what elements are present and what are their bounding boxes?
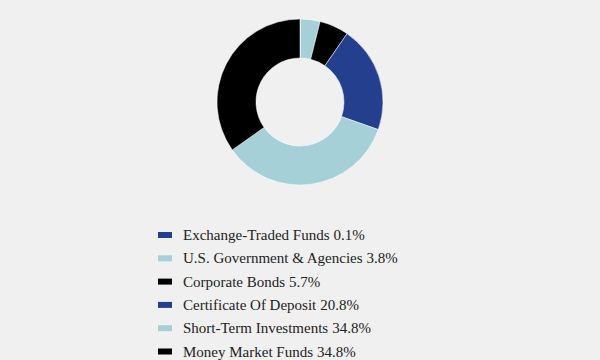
legend-entry: Certificate Of Deposit20.8% [183,297,359,313]
legend-swatch [158,255,172,261]
legend-swatch [158,232,172,238]
legend-label: Certificate Of Deposit [183,297,317,313]
slice [217,19,300,150]
legend-label: Money Market Funds [183,344,313,360]
background [0,0,600,360]
slices [217,19,383,185]
legend: Exchange-Traded Funds0.1% U.S. Government… [158,227,398,360]
legend-value: 0.1% [334,227,365,243]
legend-value: 34.8% [317,344,356,360]
legend-label: Exchange-Traded Funds [183,227,330,243]
legend-entry: Corporate Bonds5.7% [183,274,320,290]
legend-entry: U.S. Government & Agencies3.8% [183,250,398,266]
legend-label: U.S. Government & Agencies [183,250,363,266]
legend-entry: Short-Term Investments34.8% [183,320,371,336]
chart: Exchange-Traded Funds0.1% U.S. Government… [0,0,600,360]
legend-label: Corporate Bonds [183,274,285,290]
legend-swatch [158,349,172,355]
legend-value: 3.8% [367,250,398,266]
legend-label: Short-Term Investments [183,320,328,336]
legend-value: 5.7% [289,274,320,290]
legend-value: 34.8% [332,320,371,336]
slice [325,34,383,130]
legend-entry: Money Market Funds34.8% [183,344,356,360]
legend-swatch [158,279,172,285]
legend-value: 20.8% [320,297,359,313]
legend-swatch [158,325,172,331]
legend-entry: Exchange-Traded Funds0.1% [183,227,365,243]
legend-swatch [158,302,172,308]
